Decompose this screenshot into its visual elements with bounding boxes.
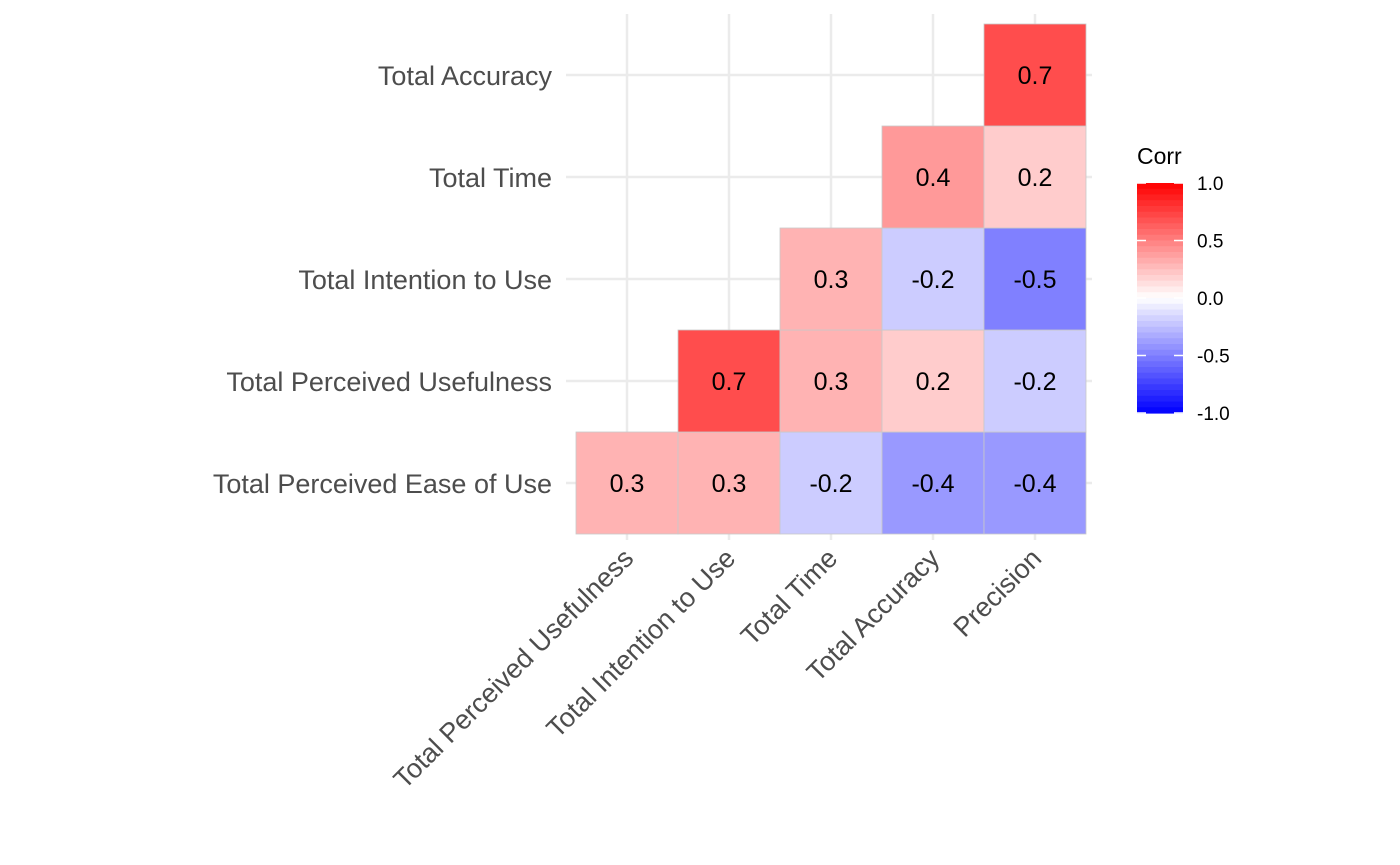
- legend-color-step: [1137, 384, 1183, 391]
- y-tick-label-total-perceived-ease-of-use: Total Perceived Ease of Use: [213, 469, 552, 499]
- legend-color-step: [1137, 361, 1183, 368]
- x-tick-label-total-intention-to-use: Total Intention to Use: [541, 543, 742, 744]
- heatmap-cell-total-accuracy-precision: [983, 23, 1087, 127]
- legend-color-step: [1137, 315, 1183, 322]
- legend-color-step: [1137, 206, 1183, 213]
- y-tick-label-total-time: Total Time: [429, 163, 552, 193]
- legend-color-step: [1137, 286, 1183, 293]
- legend-color-step: [1137, 401, 1183, 408]
- heatmap-cells: [575, 23, 1087, 535]
- legend-color-step: [1137, 246, 1183, 253]
- legend-color-step: [1137, 309, 1183, 316]
- heatmap-cell-total-perceived-ease-of-use-precision: [983, 431, 1087, 535]
- legend-color-step: [1137, 263, 1183, 270]
- y-tick-label-total-intention-to-use: Total Intention to Use: [298, 265, 552, 295]
- y-tick-label-total-perceived-usefulness: Total Perceived Usefulness: [226, 367, 552, 397]
- legend-color-step: [1137, 280, 1183, 288]
- legend-title: Corr: [1137, 143, 1182, 169]
- legend-color-step: [1137, 303, 1183, 311]
- legend-color-step: [1137, 211, 1183, 219]
- legend-color-step: [1137, 200, 1183, 207]
- x-tick-label-total-time: Total Time: [735, 543, 843, 651]
- legend-color-step: [1137, 372, 1183, 380]
- legend-color-step: [1137, 223, 1183, 230]
- cell-value-label-total-perceived-ease-of-use-precision: -0.4: [1013, 470, 1056, 498]
- legend-color-step: [1137, 229, 1183, 236]
- legend-color-step: [1137, 378, 1183, 385]
- legend-color-step: [1137, 390, 1183, 397]
- legend-color-step: [1137, 292, 1183, 299]
- cell-value-label-total-perceived-usefulness-precision: -0.2: [1013, 368, 1056, 396]
- legend-color-step: [1137, 344, 1183, 351]
- cell-value-label-total-accuracy-precision: 0.7: [1018, 62, 1053, 90]
- legend-color-step: [1137, 326, 1183, 334]
- legend-color-bar: [1137, 183, 1183, 414]
- legend-color-step: [1137, 183, 1183, 190]
- y-axis-tick-labels: Total Perceived Ease of Use Total Perceiv…: [213, 61, 553, 499]
- x-tick-label-precision: Precision: [948, 543, 1048, 643]
- legend-color-step: [1137, 188, 1183, 196]
- legend-tick-label-0-5: 0.5: [1197, 232, 1223, 253]
- heatmap-cell-total-perceived-ease-of-use-total-time: [779, 431, 883, 535]
- legend-tick-label-1-0: -1.0: [1197, 404, 1230, 425]
- cell-value-label-total-perceived-ease-of-use-total-accuracy: -0.4: [911, 470, 954, 498]
- legend-tick-labels: 1.0 0.5 0.0 -0.5 -1.0: [1137, 174, 1230, 425]
- cell-value-label-total-time-total-accuracy: 0.4: [916, 164, 951, 192]
- legend-tick-label-1-0: 1.0: [1197, 174, 1223, 195]
- legend-color-step: [1137, 395, 1183, 403]
- legend-color-step: [1137, 217, 1183, 224]
- heatmap-cell-total-intention-to-use-total-accuracy: [881, 227, 985, 331]
- heatmap-cell-total-intention-to-use-precision: [983, 227, 1087, 331]
- legend-color-step: [1137, 332, 1183, 339]
- cell-value-label-total-perceived-usefulness-total-intention-to-use: 0.7: [712, 368, 747, 396]
- y-tick-label-total-accuracy: Total Accuracy: [378, 61, 553, 91]
- legend-color-step: [1137, 194, 1183, 201]
- heatmap-cell-total-perceived-ease-of-use-total-accuracy: [881, 431, 985, 535]
- heatmap-cell-labels: 0.3 0.3 -0.2 -0.4 -0.4 0.7 0.3 0.2 -0.2 0.3 -0.2 -0…: [610, 62, 1057, 498]
- cell-value-label-total-intention-to-use-total-accuracy: -0.2: [911, 266, 954, 294]
- legend-color-step: [1137, 275, 1183, 282]
- heatmap-cell-total-perceived-usefulness-total-intention-to-use: [677, 329, 781, 433]
- heatmap-cell-total-perceived-usefulness-total-time: [779, 329, 883, 433]
- cell-value-label-total-time-precision: 0.2: [1018, 164, 1053, 192]
- legend-color-step: [1137, 257, 1183, 265]
- legend-tick-label-0-0: 0.0: [1197, 289, 1223, 310]
- legend-color-step: [1137, 355, 1183, 362]
- cell-value-label-total-perceived-ease-of-use-total-perceived-usefulness: 0.3: [610, 470, 645, 498]
- legend-color-step: [1137, 367, 1183, 374]
- legend-color-step: [1137, 240, 1183, 247]
- cell-value-label-total-intention-to-use-precision: -0.5: [1013, 266, 1056, 294]
- legend-color-step: [1137, 349, 1183, 357]
- legend-color-step: [1137, 252, 1183, 259]
- cell-value-label-total-perceived-usefulness-total-time: 0.3: [814, 368, 849, 396]
- legend-tick-label-0-5: -0.5: [1197, 347, 1230, 368]
- cell-value-label-total-perceived-usefulness-total-accuracy: 0.2: [916, 368, 951, 396]
- heatmap-cell-total-perceived-ease-of-use-total-intention-to-use: [677, 431, 781, 535]
- cell-value-label-total-perceived-ease-of-use-total-intention-to-use: 0.3: [712, 470, 747, 498]
- heatmap-cell-total-intention-to-use-total-time: [779, 227, 883, 331]
- heatmap-cell-total-perceived-usefulness-total-accuracy: [881, 329, 985, 433]
- legend-color-step: [1137, 407, 1183, 414]
- legend-color-step: [1137, 298, 1183, 305]
- legend-color-step: [1137, 321, 1183, 328]
- legend-color-step: [1137, 338, 1183, 345]
- heatmap-cell-total-time-total-accuracy: [881, 125, 985, 229]
- cell-value-label-total-perceived-ease-of-use-total-time: -0.2: [809, 470, 852, 498]
- legend-color-step: [1137, 234, 1183, 242]
- color-legend: Corr 1.0 0.5 0.0 -0.5 -1.0: [1137, 143, 1230, 425]
- heatmap-cell-total-perceived-ease-of-use-total-perceived-usefulness: [575, 431, 679, 535]
- cell-value-label-total-intention-to-use-total-time: 0.3: [814, 266, 849, 294]
- heatmap-cell-total-perceived-usefulness-precision: [983, 329, 1087, 433]
- legend-color-step: [1137, 269, 1183, 276]
